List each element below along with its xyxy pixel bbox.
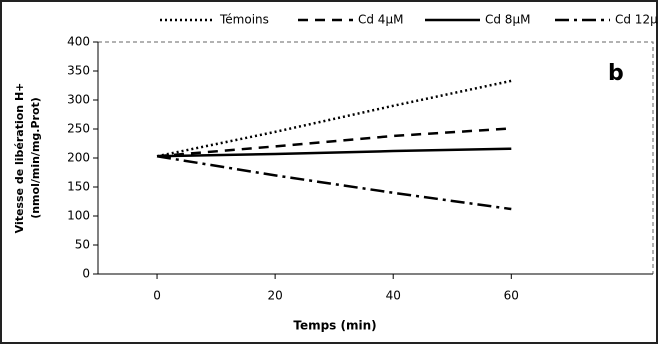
panel-label: b	[608, 61, 624, 86]
line	[156, 127, 512, 158]
x-axis-title: Temps (min)	[293, 319, 376, 333]
legend-label: Cd 8µM	[485, 13, 530, 27]
y-tick-label: 200	[67, 151, 90, 165]
y-tick-label: 150	[67, 180, 90, 194]
x-tick-label: 0	[153, 289, 161, 303]
legend-label: Cd 12µM	[615, 13, 658, 27]
legend-label: Cd 4µM	[358, 13, 403, 27]
y-tick-label: 250	[67, 122, 90, 136]
line	[156, 79, 512, 158]
line	[156, 155, 512, 211]
y-axis-title: (nmol/min/mg.Prot)	[29, 97, 42, 219]
x-tick-label: 60	[504, 289, 519, 303]
x-tick-label: 40	[386, 289, 401, 303]
y-axis-title: Vitesse de libération H+	[13, 83, 26, 234]
y-tick-label: 350	[67, 64, 90, 78]
legend-label: Témoins	[219, 13, 269, 27]
y-tick-label: 400	[67, 35, 90, 49]
y-tick-label: 100	[67, 209, 90, 223]
y-tick-label: 50	[75, 238, 90, 252]
y-tick-label: 0	[82, 267, 90, 281]
y-tick-label: 300	[67, 93, 90, 107]
plot-border	[98, 41, 654, 274]
x-tick-label: 20	[267, 289, 282, 303]
line	[157, 147, 512, 158]
